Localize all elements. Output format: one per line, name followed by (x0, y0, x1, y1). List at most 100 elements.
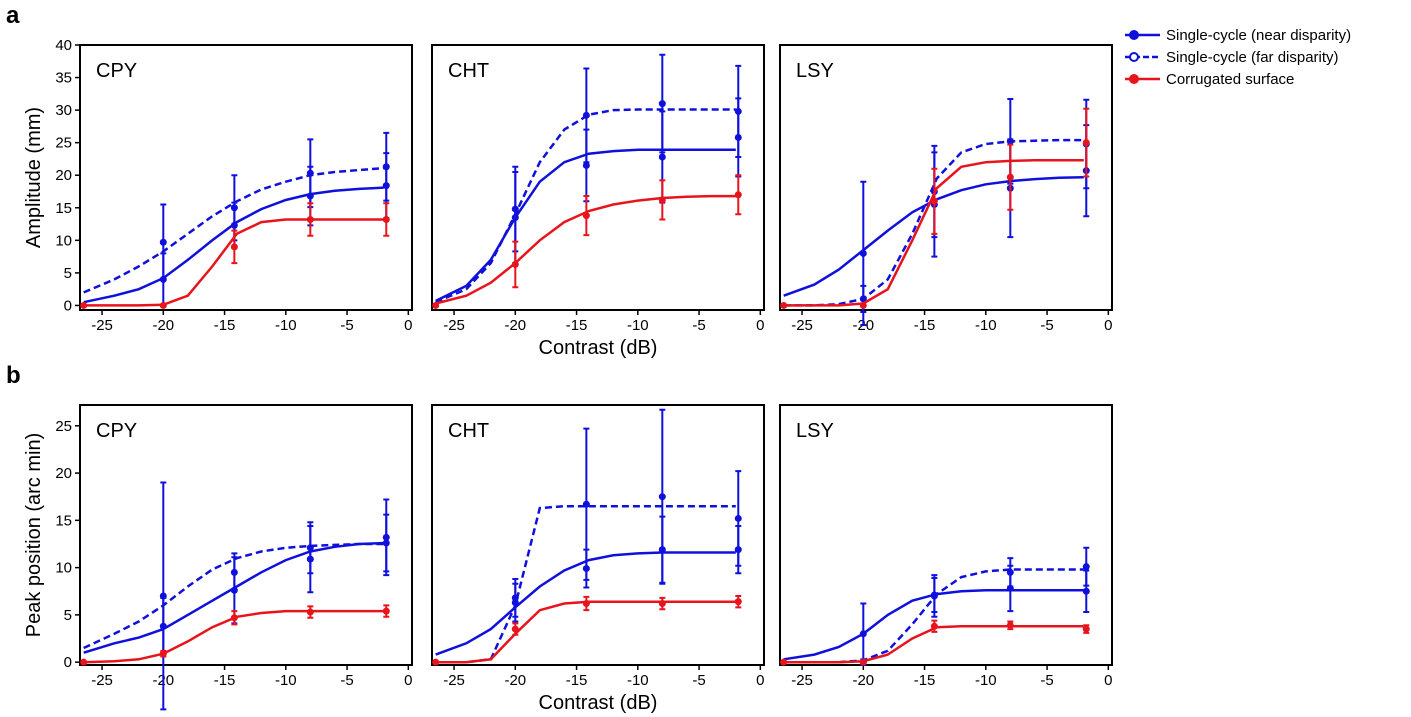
y-axis-label: Peak position (arc min) (23, 433, 45, 638)
fit-curve (83, 166, 384, 294)
y-tick-label: 0 (64, 297, 72, 314)
data-point (432, 301, 440, 309)
plot-frame (431, 44, 765, 311)
data-point (734, 514, 742, 522)
data-point (80, 658, 88, 666)
x-tick-label: -25 (443, 317, 465, 334)
data-point (306, 169, 314, 177)
y-axis-label: Amplitude (mm) (23, 107, 45, 248)
plot-frame (79, 404, 413, 666)
data-point (734, 107, 742, 115)
data-point (432, 658, 440, 666)
data-point (230, 204, 238, 212)
data-point (930, 622, 938, 630)
panel-title: LSY (796, 60, 834, 82)
fit-curve (83, 542, 384, 650)
x-axis-label: Contrast (dB) (539, 692, 658, 714)
legend-marker (1129, 52, 1139, 62)
data-point (382, 163, 390, 171)
x-tick-label: -5 (1040, 672, 1053, 689)
y-tick-label: 25 (55, 418, 72, 435)
x-tick-label: -5 (340, 672, 353, 689)
x-tick-label: -10 (275, 317, 297, 334)
data-point (230, 568, 238, 576)
legend-label: Single-cycle (far disparity) (1166, 49, 1339, 66)
x-tick-label: 0 (756, 317, 764, 334)
fit-curve (435, 148, 736, 303)
x-tick-label: 0 (756, 672, 764, 689)
y-tick-label: 20 (55, 167, 72, 184)
data-point (582, 111, 590, 119)
fit-curve (783, 158, 1084, 307)
panel-title: CHT (448, 60, 489, 82)
y-tick-label: 40 (55, 37, 72, 54)
y-tick-label: 20 (55, 465, 72, 482)
data-point (582, 600, 590, 608)
data-point (382, 607, 390, 615)
legend-marker (1129, 74, 1139, 84)
data-point (658, 153, 666, 161)
data-point (658, 100, 666, 108)
x-tick-label: -5 (340, 317, 353, 334)
panel-title: LSY (796, 420, 834, 442)
data-point (658, 493, 666, 501)
data-point (159, 238, 167, 246)
panel-title: CPY (96, 60, 137, 82)
panel-title: CHT (448, 420, 489, 442)
data-point (582, 161, 590, 169)
x-tick-label: -15 (214, 317, 236, 334)
data-point (658, 196, 666, 204)
data-point (382, 215, 390, 223)
panel-letter: b (6, 362, 21, 389)
plot-frame (79, 44, 413, 311)
x-tick-label: 0 (404, 672, 412, 689)
x-tick-label: -25 (791, 317, 813, 334)
x-tick-label: -5 (692, 672, 705, 689)
y-tick-label: 5 (64, 607, 72, 624)
x-tick-label: -15 (214, 672, 236, 689)
data-point (930, 591, 938, 599)
data-point (159, 301, 167, 309)
y-tick-label: 0 (64, 654, 72, 671)
data-point (658, 600, 666, 608)
data-point (859, 301, 867, 309)
data-point (859, 658, 867, 666)
data-point (1082, 563, 1090, 571)
fit-curve (83, 218, 384, 307)
data-point (511, 594, 519, 602)
x-tick-label: -25 (91, 317, 113, 334)
fit-curve (83, 541, 384, 654)
data-point (230, 614, 238, 622)
y-tick-label: 5 (64, 265, 72, 282)
data-point (306, 608, 314, 616)
y-tick-label: 10 (55, 560, 72, 577)
data-point (859, 630, 867, 638)
legend-label: Single-cycle (near disparity) (1166, 27, 1351, 44)
x-tick-label: 0 (404, 317, 412, 334)
y-tick-label: 30 (55, 102, 72, 119)
x-tick-label: -15 (914, 672, 936, 689)
y-tick-label: 15 (55, 200, 72, 217)
x-tick-label: -10 (975, 317, 997, 334)
data-point (582, 500, 590, 508)
plot-frame (431, 404, 765, 666)
data-point (1082, 139, 1090, 147)
data-point (734, 191, 742, 199)
data-point (511, 260, 519, 268)
x-tick-label: -20 (504, 317, 526, 334)
legend-label: Corrugated surface (1166, 71, 1294, 88)
data-point (1082, 625, 1090, 633)
x-tick-label: 0 (1104, 317, 1112, 334)
fit-curve (783, 138, 1084, 307)
fit-curve (435, 108, 736, 304)
y-tick-label: 35 (55, 70, 72, 87)
data-point (734, 598, 742, 606)
data-point (1006, 568, 1014, 576)
data-point (1006, 173, 1014, 181)
x-axis-label: Contrast (dB) (539, 337, 658, 359)
data-point (230, 243, 238, 251)
data-point (159, 650, 167, 658)
x-tick-label: -15 (566, 317, 588, 334)
